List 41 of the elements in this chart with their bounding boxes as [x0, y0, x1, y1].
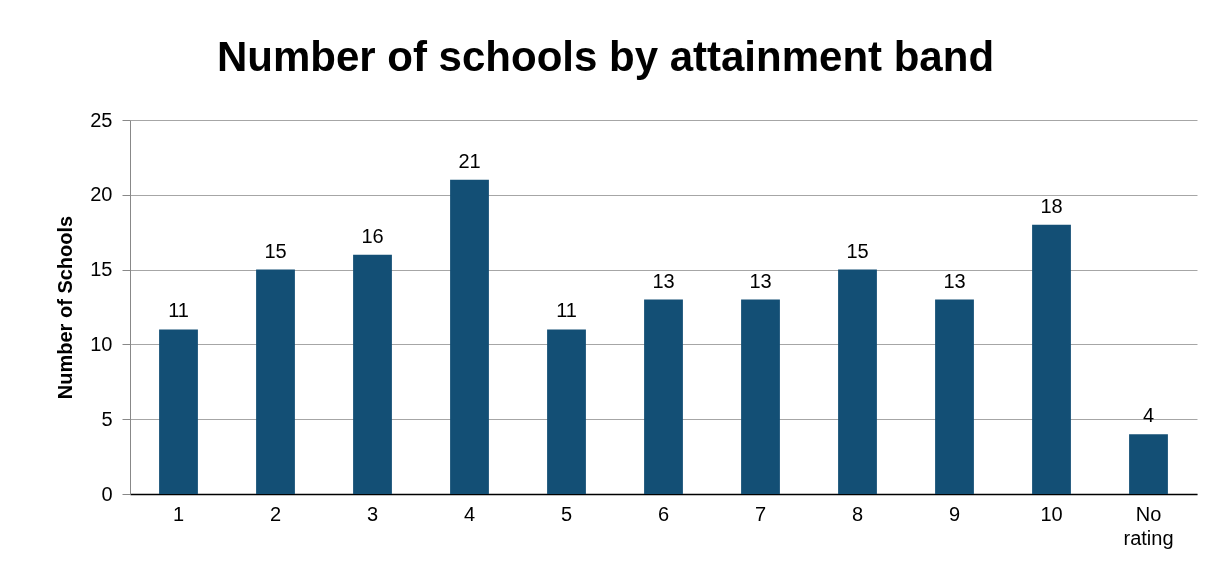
bar: [1129, 434, 1168, 494]
y-tick-label: 20: [90, 183, 113, 206]
data-label: 4: [1142, 404, 1155, 427]
y-axis-title: Number of Schools: [54, 215, 77, 400]
x-tick-label: 1: [172, 502, 185, 525]
data-label: 11: [556, 299, 577, 322]
data-label: 13: [652, 269, 675, 292]
bar: [1032, 224, 1071, 494]
x-tick-label: 2: [269, 502, 282, 525]
data-label: 16: [361, 224, 384, 247]
data-label: 13: [943, 269, 966, 292]
y-tick-label: 0: [101, 482, 113, 505]
bar: [353, 254, 392, 494]
data-label: 15: [264, 239, 287, 262]
bar: [547, 329, 586, 494]
y-tick-label: 15: [90, 258, 113, 281]
bar: [935, 299, 974, 494]
bar: [256, 269, 295, 494]
bar: [741, 299, 780, 494]
y-tick-label: 25: [90, 108, 113, 131]
bar: [644, 299, 683, 494]
x-tick-label: 3: [366, 502, 379, 525]
x-tick-label: 7: [754, 502, 767, 525]
bar: [450, 179, 489, 494]
y-tick-label: 10: [90, 332, 113, 355]
data-label: 11: [168, 299, 189, 322]
y-tick-label: 5: [101, 407, 113, 430]
data-label: 15: [846, 239, 869, 262]
bar: [159, 329, 198, 494]
bar: [838, 269, 877, 494]
x-tick-label: 6: [657, 502, 670, 525]
x-tick-label: 4: [463, 502, 476, 525]
data-label: 18: [1040, 194, 1063, 217]
x-tick-label: 5: [560, 502, 573, 525]
chart-title: Number of schools by attainment band: [216, 33, 995, 80]
data-label: 21: [458, 149, 481, 172]
x-tick-label: 8: [851, 502, 864, 525]
x-tick-label: 9: [948, 502, 961, 525]
x-tick-label: No rating: [1123, 502, 1174, 549]
x-tick-label: 10: [1040, 502, 1063, 525]
data-label: 13: [749, 269, 772, 292]
